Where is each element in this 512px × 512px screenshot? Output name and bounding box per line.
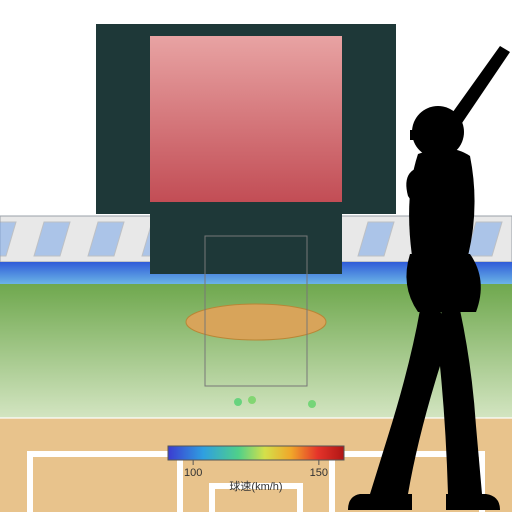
infield-dirt	[0, 418, 512, 512]
pitch-marker	[248, 396, 256, 404]
legend-colorbar	[168, 446, 344, 460]
chart-svg: 100 150 球速(km/h)	[0, 0, 512, 512]
pitchers-mound	[186, 304, 326, 340]
legend-title: 球速(km/h)	[229, 479, 282, 493]
pitch-location-chart: 100 150 球速(km/h)	[0, 0, 512, 512]
pitch-marker	[308, 400, 316, 408]
legend-tick-label: 100	[184, 467, 202, 479]
legend-tick-label: 150	[310, 467, 328, 479]
pitch-marker	[234, 398, 242, 406]
